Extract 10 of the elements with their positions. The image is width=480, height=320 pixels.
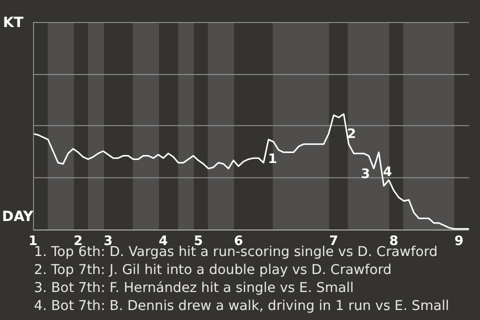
text: KT xyxy=(3,15,24,31)
text: 2. Top 7th: J. Gil hit into a double play vs D. Crawford xyxy=(34,261,393,279)
text: 3. Bot 7th: F. Hernández hit a single vs E. Small xyxy=(34,279,355,297)
x-tick-label: 9 xyxy=(454,234,464,250)
annotation: DAY xyxy=(2,209,34,225)
annotation: 3 xyxy=(361,167,370,183)
annotation: 4 xyxy=(383,165,392,181)
text: 4. Bot 7th: B. Dennis drew a walk, driving in 1 run vs E. Small xyxy=(34,297,450,315)
annotation: 2 xyxy=(347,127,356,143)
annotation: 1 xyxy=(268,152,278,168)
